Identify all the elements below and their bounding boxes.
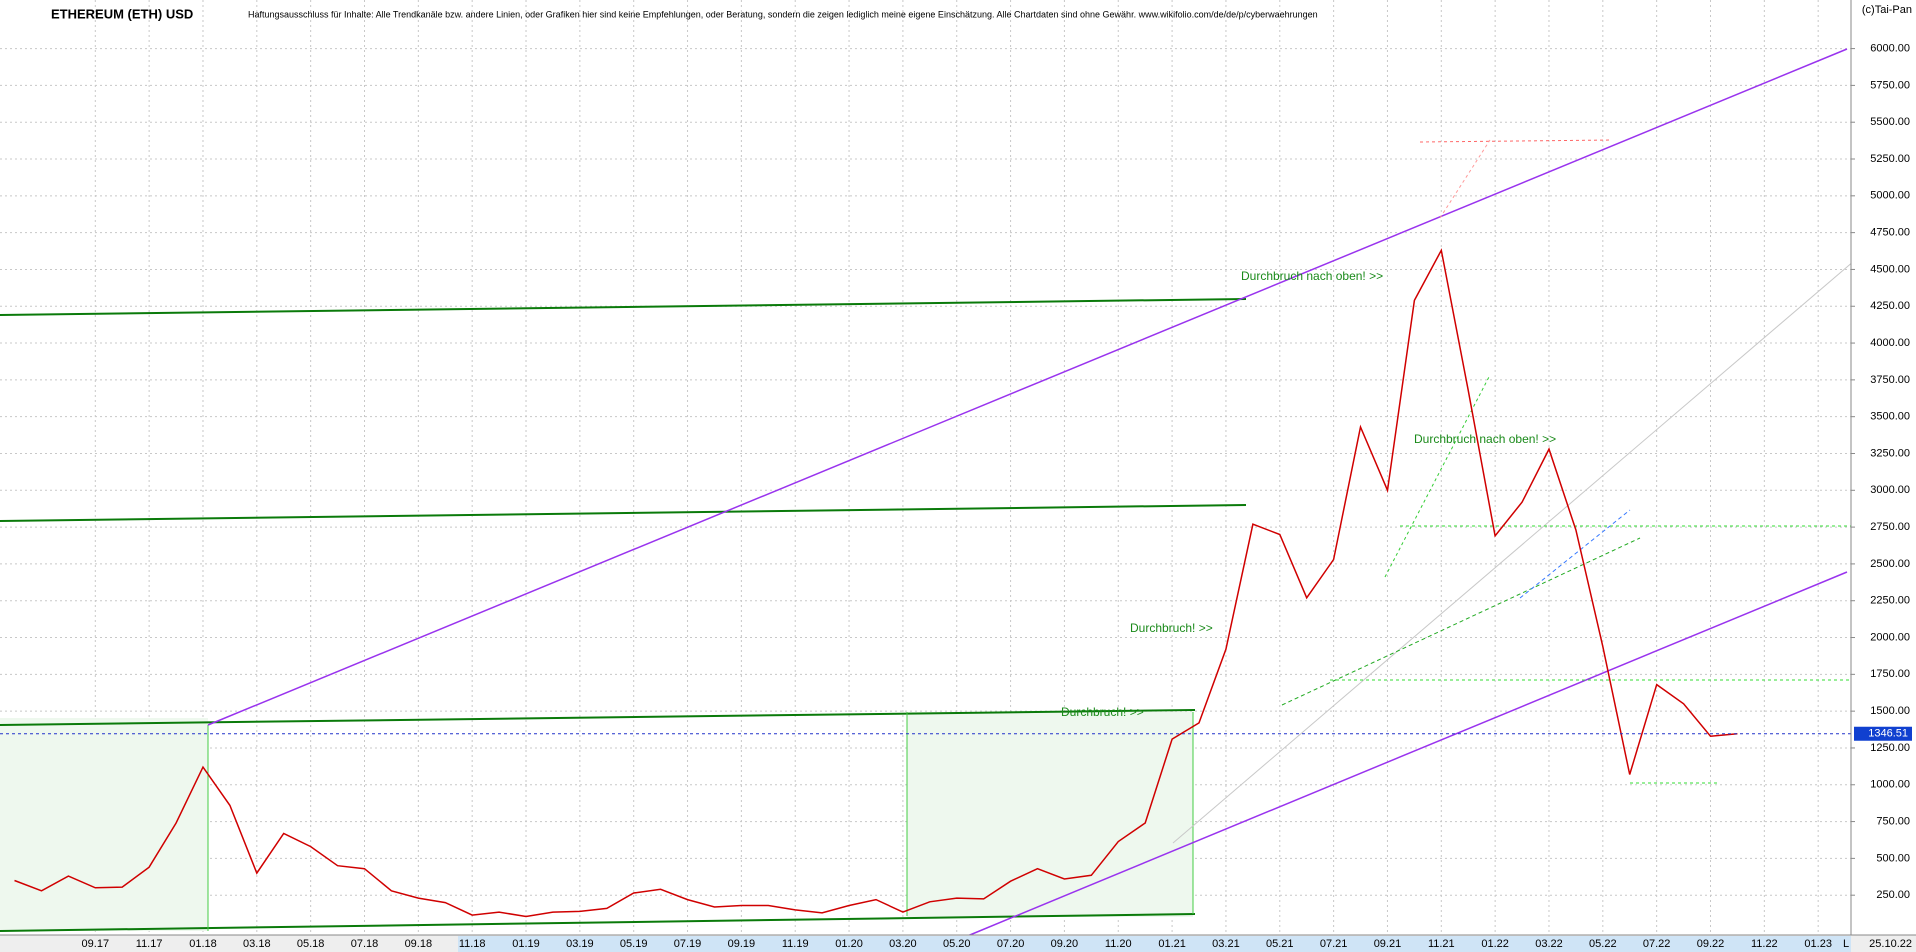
last-price-label: 1346.51 [1868, 728, 1908, 740]
x-tick-label: 01.23 [1804, 938, 1832, 950]
x-tick-label: 09.20 [1051, 938, 1079, 950]
drawings [0, 48, 1916, 938]
trend-line [0, 913, 1196, 932]
y-tick-label: 2750.00 [1870, 521, 1910, 533]
y-tick-label: 5250.00 [1870, 153, 1910, 165]
y-tick-label: 6000.00 [1870, 42, 1910, 54]
x-tick-label: 11.19 [782, 938, 809, 950]
y-tick-label: 5750.00 [1870, 79, 1910, 91]
source: (c)Tai-Pan [1862, 4, 1912, 16]
annotation: Durchbruch! >> [1061, 705, 1144, 719]
y-tick-label: 2500.00 [1870, 558, 1910, 570]
y-tick-label: 2250.00 [1870, 595, 1910, 607]
trend-line [0, 298, 1247, 316]
y-tick-label: 4750.00 [1870, 227, 1910, 239]
trend-line [964, 571, 1848, 938]
x-tick-label: 05.18 [297, 938, 325, 950]
x-tick-label: 09.19 [728, 938, 756, 950]
x-tick-label: 09.18 [405, 938, 433, 950]
price-line [14, 248, 1738, 918]
y-tick-label: 3750.00 [1870, 374, 1910, 386]
x-tick-label: 05.20 [943, 938, 971, 950]
x-tick-label: 07.21 [1320, 938, 1348, 950]
annotation: Durchbruch! >> [1130, 621, 1213, 635]
y-tick-label: 1250.00 [1870, 742, 1910, 754]
axis-panel [1851, 0, 1916, 935]
x-tick-label: 09.22 [1697, 938, 1725, 950]
zone [0, 718, 208, 931]
x-tick-label: 03.21 [1212, 938, 1240, 950]
x-tick-label: 01.21 [1158, 938, 1186, 950]
x-tick-label: 11.18 [459, 938, 486, 950]
y-tick-label: 5000.00 [1870, 190, 1910, 202]
series [0, 248, 1851, 918]
y-tick-label: 250.00 [1876, 889, 1910, 901]
y-tick-label: 750.00 [1876, 815, 1910, 827]
trend-line [0, 709, 1196, 726]
x-tick-label: 01.19 [512, 938, 540, 950]
last-price-box [1854, 726, 1912, 741]
x-tick-label: 01.22 [1481, 938, 1509, 950]
trend-line [1281, 537, 1641, 706]
x-tick-label: 01.18 [189, 938, 217, 950]
trend-line [1419, 139, 1613, 143]
x-tick-label: 05.19 [620, 938, 648, 950]
y-tick-label: 3000.00 [1870, 484, 1910, 496]
x-tick-label: 01.20 [835, 938, 863, 950]
x-tick-label: 11.17 [136, 938, 163, 950]
x-tick-label: 07.18 [351, 938, 379, 950]
x-tick-label: 11.21 [1428, 938, 1455, 950]
x-tick-label: 11.20 [1105, 938, 1132, 950]
x-tick-label: 11.22 [1751, 938, 1778, 950]
grid [0, 0, 1851, 935]
y-tick-label: 4000.00 [1870, 337, 1910, 349]
y-tick-label: 2000.00 [1870, 631, 1910, 643]
trend-line [1519, 509, 1631, 599]
y-tick-label: 4500.00 [1870, 263, 1910, 275]
trend-line [0, 504, 1247, 522]
chart-subtitle: Haftungsausschluss für Inhalte: Alle Tre… [248, 9, 1318, 19]
x-tick-label: 03.18 [243, 938, 271, 950]
scale-label: L [1843, 938, 1849, 950]
y-tick-label: 1750.00 [1870, 668, 1910, 680]
x-tick-label: 05.21 [1266, 938, 1294, 950]
y-tick-label: 3500.00 [1870, 411, 1910, 423]
y-tick-label: 1500.00 [1870, 705, 1910, 717]
annotation: Durchbruch nach oben! >> [1414, 432, 1556, 446]
x-tick-label: 09.17 [82, 938, 110, 950]
y-tick-label: 4250.00 [1870, 300, 1910, 312]
y-tick-label: 500.00 [1876, 852, 1910, 864]
axes: 250.00 500.00 750.00 1000.00 1250.00 1500.00 1… [82, 42, 1912, 950]
chart-title: ETHEREUM (ETH) USD [51, 6, 193, 21]
y-tick-label: 1000.00 [1870, 779, 1910, 791]
annotation: Durchbruch nach oben! >> [1241, 269, 1383, 283]
x-tick-label: 03.19 [566, 938, 594, 950]
x-axis-highlight [458, 936, 1851, 952]
x-tick-label: 07.20 [997, 938, 1025, 950]
date-label: 25.10.22 [1869, 938, 1912, 950]
y-tick-label: 5500.00 [1870, 116, 1910, 128]
x-tick-label: 07.19 [674, 938, 702, 950]
y-tick-label: 3250.00 [1870, 447, 1910, 459]
x-tick-label: 09.21 [1374, 938, 1402, 950]
x-tick-label: 03.20 [889, 938, 917, 950]
x-tick-label: 05.22 [1589, 938, 1617, 950]
trend-line [207, 48, 1848, 726]
x-tick-label: 03.22 [1535, 938, 1563, 950]
zone [907, 712, 1193, 917]
trend-line [1384, 374, 1491, 578]
x-tick-label: 07.22 [1643, 938, 1671, 950]
